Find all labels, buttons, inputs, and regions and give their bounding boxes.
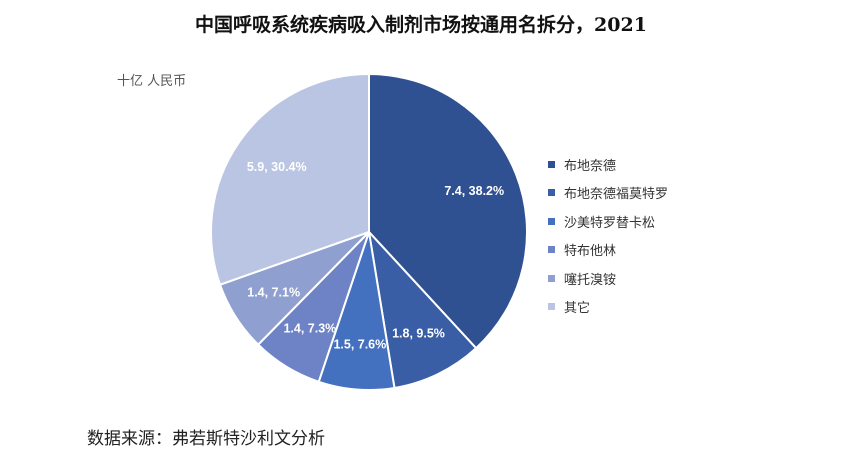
legend-swatch-4 xyxy=(548,274,555,282)
slice-data-label-2: 1.5, 7.6% xyxy=(333,338,386,352)
slice-data-label-4: 1.4, 7.1% xyxy=(247,286,300,300)
legend-swatch-0 xyxy=(548,160,555,168)
chart-legend: 布地奈德布地奈德福莫特罗 沙美特罗替卡松 特布他林噻托溴铵其它 xyxy=(548,150,668,321)
pie-slice-1 xyxy=(367,228,478,390)
legend-item-4: 噻托溴铵 xyxy=(548,264,668,293)
pie-slice-5 xyxy=(210,72,370,286)
legend-swatch-5 xyxy=(548,303,555,311)
pie-slice-0 xyxy=(368,72,528,350)
pie-slice-labels: 7.4, 38.2% 1.8, 9.5% 1.5, 7.6% 1.4, 7.3% 1.4… xyxy=(247,160,504,352)
slice-data-label-5: 5.9, 30.4% xyxy=(247,160,307,174)
legend-item-3: 特布他林 xyxy=(548,236,668,265)
legend-swatch-3 xyxy=(548,246,555,254)
legend-label-5: 其它 xyxy=(564,301,591,317)
legend-item-2: 沙美特罗替卡松 xyxy=(548,207,668,236)
pie-slices xyxy=(210,72,528,391)
legend-swatch-2 xyxy=(548,217,555,225)
legend-item-0: 布地奈德 xyxy=(548,150,668,179)
unit-label: 十亿 人民币 xyxy=(117,74,187,89)
legend-item-5: 其它 xyxy=(548,293,668,322)
legend-swatch-1 xyxy=(548,189,555,197)
legend-label-1: 布地奈德福莫特罗 xyxy=(564,187,669,203)
legend-label-0: 布地奈德 xyxy=(564,158,617,174)
source-note: 数据来源：弗若斯特沙利文分析 xyxy=(87,429,325,449)
slice-data-label-3: 1.4, 7.3% xyxy=(283,321,336,335)
slice-data-label-0: 7.4, 38.2% xyxy=(444,184,504,198)
legend-label-4: 噻托溴铵 xyxy=(564,272,617,288)
slice-data-label-1: 1.8, 9.5% xyxy=(392,327,445,341)
legend-label-3: 特布他林 xyxy=(564,244,617,260)
legend-item-1: 布地奈德福莫特罗 xyxy=(548,179,668,208)
chart-title: 中国呼吸系统疾病吸入制剂市场按通用名拆分，2021 xyxy=(195,14,647,36)
legend-label-2: 沙美特罗替卡松 xyxy=(564,215,656,231)
